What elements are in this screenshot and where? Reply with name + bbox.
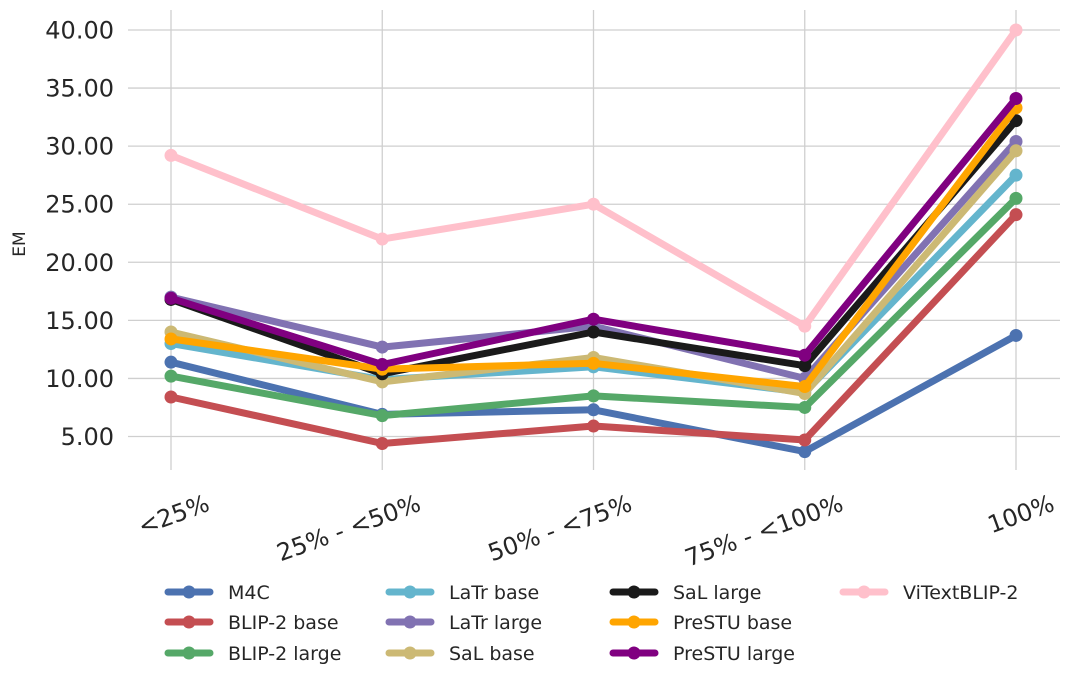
legend-marker bbox=[182, 646, 196, 660]
data-point bbox=[1009, 168, 1023, 182]
y-tick-label: 10.00 bbox=[45, 365, 114, 393]
data-point bbox=[798, 359, 812, 373]
data-point bbox=[164, 355, 178, 369]
legend-item-blip-2-base: BLIP-2 base bbox=[164, 612, 339, 634]
legend-marker bbox=[627, 646, 641, 660]
legend-label: BLIP-2 large bbox=[228, 643, 341, 665]
data-point bbox=[1009, 191, 1023, 205]
y-axis: 5.00 10.00 15.00 20.00 25.00 30.00 35.00 40.00 bbox=[45, 17, 114, 452]
data-point bbox=[164, 148, 178, 162]
legend-label: SaL large bbox=[673, 582, 761, 604]
data-point bbox=[587, 356, 600, 370]
data-point bbox=[798, 319, 812, 333]
data-point bbox=[798, 400, 812, 414]
legend-label: PreSTU base bbox=[673, 612, 792, 634]
legend-marker bbox=[627, 585, 641, 599]
series-group bbox=[164, 23, 1023, 459]
legend-label: BLIP-2 base bbox=[228, 612, 339, 634]
y-tick-label: 15.00 bbox=[45, 307, 114, 335]
series-blip-2-large bbox=[164, 191, 1023, 423]
legend-marker bbox=[627, 615, 641, 629]
series-prestu-large bbox=[164, 92, 1023, 371]
legend-label: LaTr large bbox=[449, 612, 542, 634]
data-point bbox=[375, 357, 389, 371]
x-tick-label: 75% - <100% bbox=[681, 489, 847, 572]
data-point bbox=[375, 232, 389, 246]
data-point bbox=[587, 197, 600, 211]
legend-label: LaTr base bbox=[449, 582, 539, 604]
legend-marker bbox=[403, 646, 417, 660]
y-tick-label: 40.00 bbox=[45, 17, 114, 45]
data-point bbox=[587, 403, 600, 417]
data-point bbox=[375, 436, 389, 450]
x-tick-label: 50% - <75% bbox=[484, 489, 635, 567]
legend-marker bbox=[403, 585, 417, 599]
x-tick-label: <25% bbox=[134, 489, 213, 540]
data-point bbox=[1009, 208, 1023, 222]
y-tick-label: 5.00 bbox=[61, 423, 114, 451]
legend: M4C BLIP-2 base BLIP-2 large LaTr base LaTr … bbox=[164, 582, 1019, 665]
data-point bbox=[798, 445, 812, 459]
y-tick-label: 20.00 bbox=[45, 249, 114, 277]
legend-item-sal-large: SaL large bbox=[609, 582, 761, 604]
legend-label: PreSTU large bbox=[673, 643, 795, 665]
data-point bbox=[587, 312, 600, 326]
y-tick-label: 30.00 bbox=[45, 133, 114, 161]
data-point bbox=[587, 419, 600, 433]
series-vitextblip-2 bbox=[164, 23, 1023, 333]
legend-item-vitextblip-2: ViTextBLIP-2 bbox=[839, 582, 1019, 604]
legend-marker bbox=[182, 615, 196, 629]
y-axis-label: EM bbox=[10, 231, 30, 256]
legend-item-latr-base: LaTr base bbox=[385, 582, 539, 604]
legend-label: SaL base bbox=[449, 643, 535, 665]
data-point bbox=[375, 409, 389, 423]
legend-item-blip-2-large: BLIP-2 large bbox=[164, 643, 341, 665]
legend-marker bbox=[403, 615, 417, 629]
legend-label: M4C bbox=[228, 582, 270, 604]
series-prestu-base bbox=[164, 101, 1023, 394]
legend-marker bbox=[182, 585, 196, 599]
data-point bbox=[1009, 328, 1023, 342]
data-point bbox=[1009, 23, 1023, 37]
legend-marker bbox=[857, 585, 871, 599]
series-blip-2-base bbox=[164, 208, 1023, 450]
x-tick-label: 25% - <50% bbox=[273, 489, 424, 567]
data-point bbox=[1009, 144, 1023, 158]
x-axis: <25% 25% - <50% 50% - <75% 75% - <100% 100% bbox=[134, 489, 1058, 572]
data-point bbox=[798, 433, 812, 447]
legend-item-m4c: M4C bbox=[164, 582, 270, 604]
y-tick-label: 35.00 bbox=[45, 75, 114, 103]
legend-item-sal-base: SaL base bbox=[385, 643, 535, 665]
data-point bbox=[164, 332, 178, 346]
y-tick-label: 25.00 bbox=[45, 191, 114, 219]
data-point bbox=[1009, 92, 1023, 106]
x-tick-label: 100% bbox=[984, 489, 1058, 539]
legend-item-prestu-base: PreSTU base bbox=[609, 612, 792, 634]
data-point bbox=[375, 340, 389, 354]
data-point bbox=[587, 389, 600, 403]
data-point bbox=[164, 291, 178, 305]
legend-item-latr-large: LaTr large bbox=[385, 612, 542, 634]
data-point bbox=[164, 369, 178, 383]
legend-item-prestu-large: PreSTU large bbox=[609, 643, 795, 665]
data-point bbox=[164, 390, 178, 404]
legend-label: ViTextBLIP-2 bbox=[903, 582, 1019, 604]
data-point bbox=[798, 380, 812, 394]
data-point bbox=[798, 348, 812, 362]
data-point bbox=[587, 325, 600, 339]
data-point bbox=[1009, 134, 1023, 148]
